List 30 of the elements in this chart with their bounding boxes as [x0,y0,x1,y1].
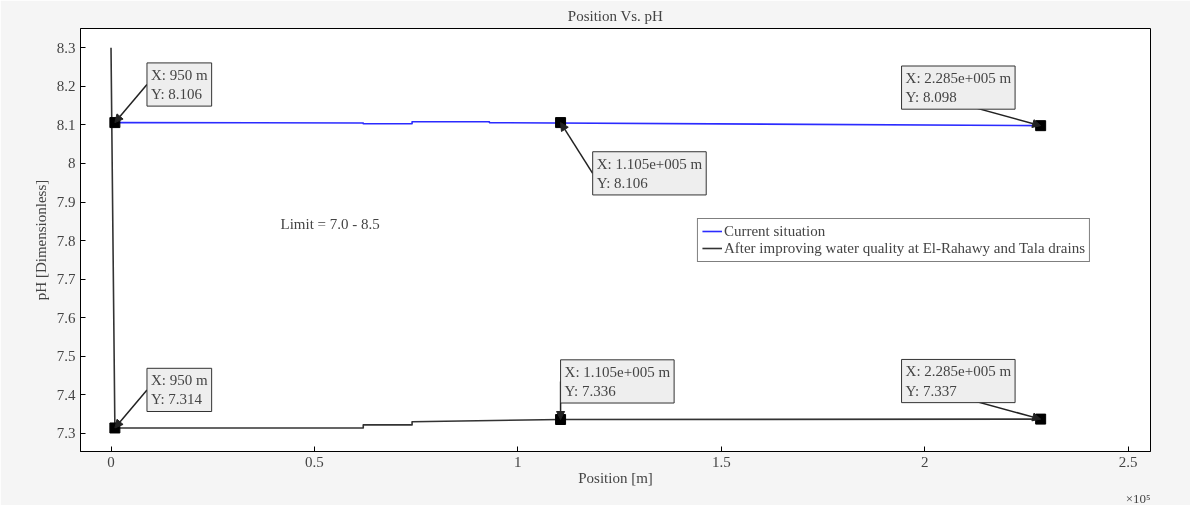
annotation: X: 950 m Y: 7.314 [150,372,208,408]
legend-label: Current situation [723,222,826,240]
annotation: X: 2.285e+005 m Y: 7.337 [905,363,1012,399]
annotation: X: 950 m Y: 8.106 [150,66,208,103]
y-tick-label: 8 [68,155,76,172]
annotation: X: 2.285e+005 m Y: 8.098 [905,70,1012,106]
y-tick-label: 7.6 [56,309,76,326]
chart-title: Position Vs. pH [567,7,664,24]
y-tick-label: 8.3 [56,39,76,56]
text: ×10⁵ [1125,490,1151,506]
y-tick-label: 7.4 [56,386,76,403]
annotation: X: 1.105e+005 m Y: 8.106 [596,155,703,191]
y-tick-label: 7.9 [56,194,76,211]
y-tick-label: 7.5 [56,348,76,365]
annotation: X: 1.105e+005 m Y: 7.336 [564,363,671,400]
x-tick-label: 0.5 [305,453,324,470]
x-axis-title: Position [m] [578,469,653,486]
y-tick-label: 7.3 [56,425,76,442]
x-tick-label: 2.5 [1118,453,1138,470]
x-tick-label: 2 [920,453,929,470]
y-tick-label: 7.8 [56,232,76,249]
legend-label: After improving water quality at El-Rahawy and Tala drains [723,239,1085,257]
annotation: Limit = 7.0 - 8.5 [280,215,380,232]
y-tick-label: 7.7 [56,271,76,288]
y-tick-label: 8.2 [56,78,76,95]
y-tick-label: 8.1 [56,116,76,133]
y-axis-title: pH [Dimensionless] [32,179,49,301]
x-tick-label: 1 [514,453,522,470]
x-tick-label: 1.5 [711,453,731,470]
x-tick-label: 0 [107,453,115,470]
